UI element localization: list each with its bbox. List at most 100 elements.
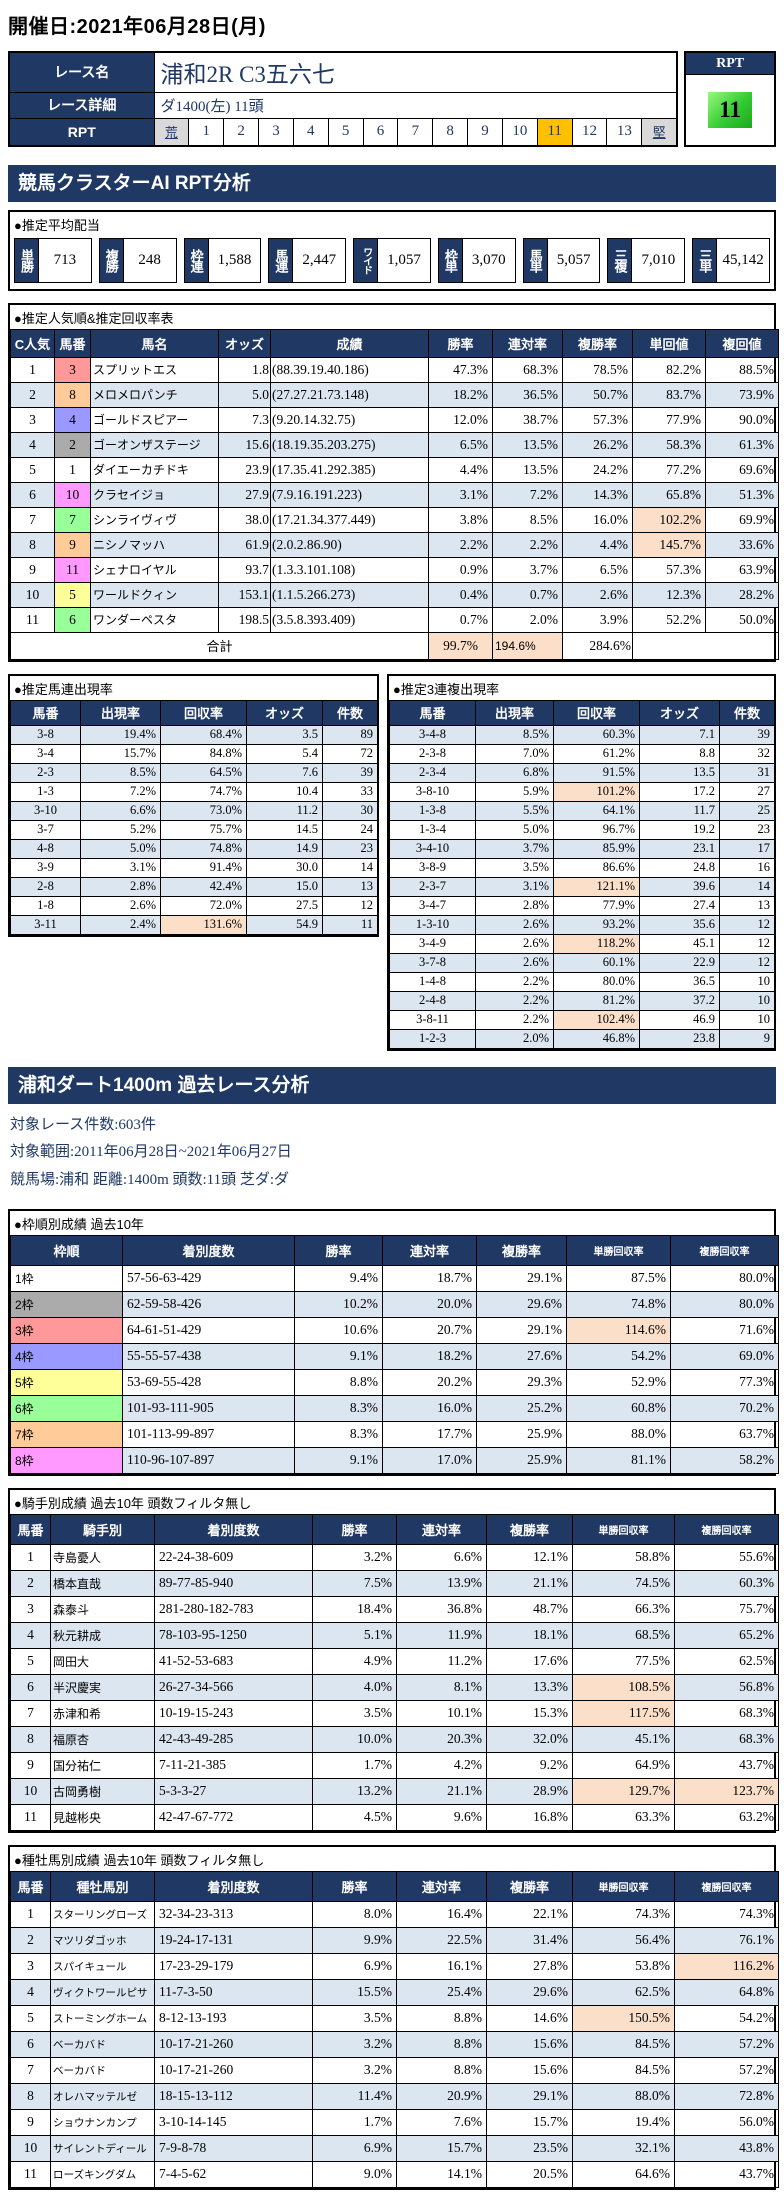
table-cell: 12 [719,933,775,954]
table-cell: 117.5% [572,1699,675,1727]
table-cell: 1.8 [218,356,271,383]
sire-stats-box: ●種牡馬別成績 過去10年 頭数フィルタ無し 馬番 種牡馬別 着別度数 勝率 連対率 複勝… [8,1844,779,2190]
table-row: 11 ローズキングダム 7-4-5-62 9.0% 14.1% 20.5% 64.6% 43.… [10,2160,779,2188]
column-header: 勝率 [428,328,493,358]
table-row: 1-8 2.6% 72.0% 27.5 12 [10,895,378,916]
column-header: 複勝率 [486,1870,573,1902]
payout-row: 単勝 713 複勝 248 枠連 1,588 馬連 2,447 ワイド 1,057 枠単 3,070 馬… [10,236,774,289]
rpt-scale-cell: 4 [292,118,328,145]
table-cell: 53-69-55-428 [122,1368,295,1396]
table-cell: 5.2% [80,819,161,840]
table-cell: 11 [10,2160,51,2188]
table-cell: (18.19.35.203.275) [270,431,429,458]
table-cell: 10.2% [294,1290,383,1318]
table-cell: 11 [10,606,55,633]
payout-bet-type-label: 馬連 [268,237,294,283]
table-cell: 46.8% [553,1028,640,1049]
table-cell: 3-8 [10,724,81,745]
table-cell: 14.6% [486,2004,573,2032]
table-cell: 23.1 [639,838,720,859]
table-cell: 9.0% [312,2160,397,2188]
column-header: 馬番 [10,1870,51,1902]
table-cell: 9 [10,2108,51,2136]
table-cell: 88.0% [566,1420,671,1448]
table-row: 10 サイレントディール 7-9-8-78 6.9% 15.7% 23.5% 32.1% 43… [10,2134,779,2162]
table-cell: 6.5% [562,556,633,583]
column-header: 騎手別 [50,1513,155,1545]
table-cell: ワールドクィン [90,581,219,608]
totals-cell: 284.6% [562,631,633,660]
table-cell: ワンダーペスタ [90,606,219,633]
rpt-scale-cell[interactable]: 堅 [641,118,677,145]
table-cell: 10 [10,1777,51,1805]
table-cell: 64.1% [553,800,640,821]
table-cell: 28.9% [486,1777,573,1805]
table-cell: 10-17-21-260 [154,2056,313,2084]
table-cell: 16 [719,857,775,878]
table-cell: 13.5 [639,762,720,783]
table-row: 4枠 55-55-57-438 9.1% 18.2% 27.6% 54.2% 69.0% [10,1342,779,1370]
table-cell: 7 [54,506,91,533]
column-header: 着別度数 [122,1234,295,1266]
table-cell: 36.5 [639,971,720,992]
table-cell: 7-9-8-78 [154,2134,313,2162]
table-cell: 27 [719,781,775,802]
table-cell: (17.35.41.292.385) [270,456,429,483]
table-cell: 2.2% [428,531,493,558]
table-cell: 4 [54,406,91,433]
column-header: 連対率 [396,1513,487,1545]
payout-amount: 1,588 [208,237,262,283]
table-cell: 81.2% [553,990,640,1011]
table-cell: 3.5 [246,724,323,745]
table-cell: 18.2% [382,1342,477,1370]
jockey-stats-table: 馬番 騎手別 着別度数 勝率 連対率 複勝率 単勝回収率 複勝回収率 1 寺島憂人 22-24-38… [10,1513,779,1831]
table-cell: 10.0% [312,1725,397,1753]
table-row: 1-3-10 2.6% 93.2% 35.6 12 [389,914,775,935]
table-cell: 17-23-29-179 [154,1952,313,1980]
table-cell: 57-56-63-429 [122,1264,295,1292]
payout-item: 枠連 1,588 [183,237,262,283]
table-cell: 3.2% [312,1543,397,1571]
column-header: 単勝回収率 [572,1870,675,1902]
table-cell: 62.5% [572,1978,675,2006]
table-cell: 24.2% [562,456,633,483]
totals-cell [632,631,779,660]
table-cell: 9 [54,531,91,558]
table-cell: 64.6% [572,2160,675,2188]
table-cell: 8.5% [475,724,554,745]
table-cell: 75.7% [160,819,247,840]
table-cell: 60.3% [553,724,640,745]
table-cell: 114.6% [566,1316,671,1344]
sire-stats-title: ●種牡馬別成績 過去10年 頭数フィルタ無し [14,1852,265,1868]
table-cell: 2.0% [475,1028,554,1049]
table-row: 1-2-3 2.0% 46.8% 23.8 9 [389,1028,775,1049]
table-cell: 10 [54,481,91,508]
table-cell: 6.6% [396,1543,487,1571]
payout-bet-type-label: 複勝 [98,237,124,283]
table-row: 11 見越彬央 42-47-67-772 4.5% 9.6% 16.8% 63.3% 63.2… [10,1803,779,1831]
table-cell: 2 [10,1569,51,1597]
table-cell: 9 [10,556,55,583]
table-row: 9 11 シェナロイヤル 93.7 (1.3.3.101.108) 0.9% 3.7% 6.5… [10,556,779,583]
table-cell: 3-7-8 [389,952,476,973]
table-cell: 2 [10,381,55,408]
table-cell: 18.1% [486,1621,573,1649]
table-cell: 6.8% [475,762,554,783]
table-cell: 63.9% [705,556,779,583]
rpt-scale-cell[interactable]: 荒 [154,118,189,145]
table-cell: 3.5% [475,857,554,878]
table-cell: ヴィクトワールピサ [50,1978,155,2006]
table-cell: 118.2% [553,933,640,954]
table-cell: 58.2% [670,1446,779,1474]
table-cell: 9 [10,1751,51,1779]
table-cell: 2-3-8 [389,743,476,764]
table-cell: 3.1% [428,481,493,508]
table-cell: 23.5% [486,2134,573,2162]
table-cell: 2-3-7 [389,876,476,897]
table-cell: 41-52-53-683 [154,1647,313,1675]
table-cell: 14.3% [562,481,633,508]
sanrenpuku-table: 馬番 出現率 回収率 オッズ 件数 3-4-8 8.5% 60.3% 7.1 39 2-3-8 7.0… [389,699,775,1049]
column-header: オッズ [218,328,271,358]
table-cell: 32.1% [572,2134,675,2162]
table-cell: 2 [54,431,91,458]
